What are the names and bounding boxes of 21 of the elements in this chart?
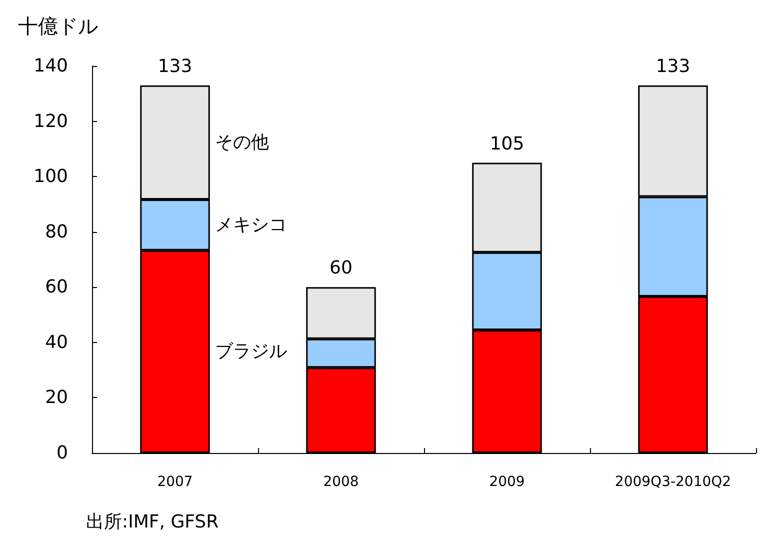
x-tick-label: 2009 bbox=[489, 474, 525, 490]
total-label: 133 bbox=[158, 56, 192, 77]
total-label: 60 bbox=[330, 258, 352, 279]
y-tick-label: 100 bbox=[34, 166, 68, 188]
x-tick-label: 2007 bbox=[157, 474, 193, 490]
y-tick-label: 60 bbox=[45, 276, 68, 298]
y-tick-label: 120 bbox=[34, 110, 68, 132]
y-tick-label: 40 bbox=[45, 332, 68, 353]
y-axis-title: 十億ドル bbox=[18, 14, 98, 38]
series-label: ブラジル bbox=[214, 341, 287, 362]
total-label: 105 bbox=[490, 133, 524, 154]
total-label: 133 bbox=[656, 56, 690, 77]
y-tick-label: 80 bbox=[45, 221, 68, 242]
series-label: メキシコ bbox=[214, 214, 287, 236]
x-tick-label: 2008 bbox=[323, 474, 359, 490]
text: 出所:IMF, GFSR bbox=[86, 512, 219, 532]
y-tick-label: 20 bbox=[45, 387, 68, 408]
y-tick-label: 0 bbox=[56, 442, 68, 464]
series-label: その他 bbox=[214, 132, 269, 153]
x-tick-label: 2009Q3-2010Q2 bbox=[614, 474, 732, 490]
y-tick-label: 140 bbox=[34, 56, 68, 76]
